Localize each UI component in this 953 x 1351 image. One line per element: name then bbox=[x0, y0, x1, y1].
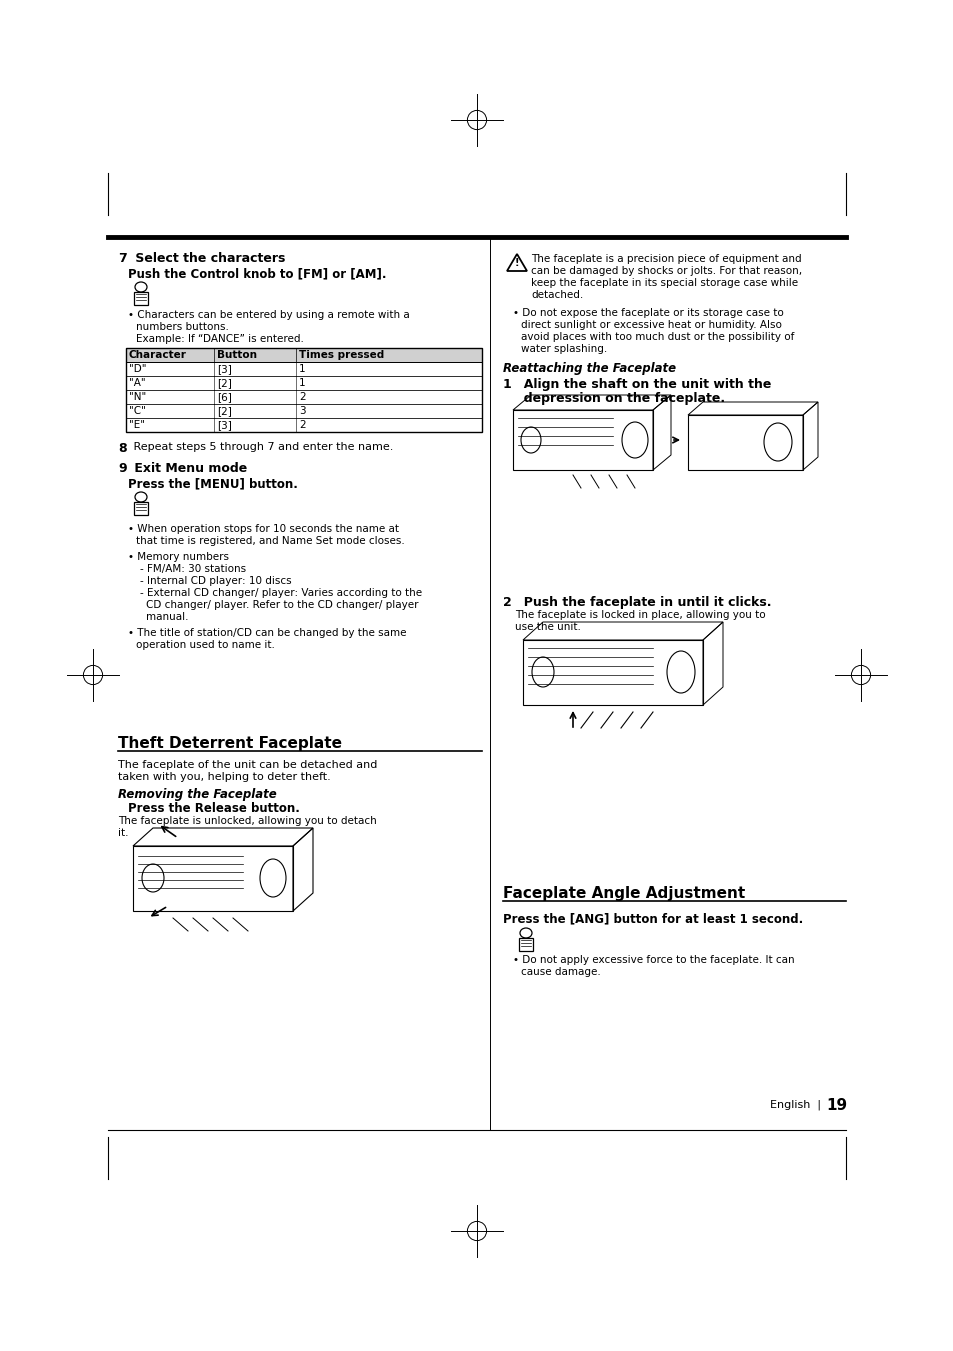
Text: English  |: English | bbox=[769, 1100, 821, 1111]
Bar bbox=[126, 390, 481, 404]
Text: 9: 9 bbox=[118, 462, 127, 476]
Text: Exit Menu mode: Exit Menu mode bbox=[130, 462, 247, 476]
Text: The faceplate is locked in place, allowing you to: The faceplate is locked in place, allowi… bbox=[515, 611, 765, 620]
Text: The faceplate is a precision piece of equipment and: The faceplate is a precision piece of eq… bbox=[531, 254, 801, 263]
Text: [2]: [2] bbox=[216, 407, 232, 416]
Bar bbox=[133, 503, 148, 515]
Text: Example: If “DANCE” is entered.: Example: If “DANCE” is entered. bbox=[136, 334, 304, 345]
Text: Removing the Faceplate: Removing the Faceplate bbox=[118, 788, 276, 801]
Text: The faceplate is unlocked, allowing you to detach: The faceplate is unlocked, allowing you … bbox=[118, 816, 376, 825]
Text: [3]: [3] bbox=[216, 420, 232, 430]
Text: "C": "C" bbox=[129, 407, 146, 416]
Text: - External CD changer/ player: Varies according to the: - External CD changer/ player: Varies ac… bbox=[140, 588, 421, 598]
Text: !: ! bbox=[515, 258, 518, 267]
Text: Times pressed: Times pressed bbox=[298, 350, 384, 359]
Text: Button: Button bbox=[216, 350, 256, 359]
Bar bbox=[133, 292, 148, 305]
Bar bbox=[126, 376, 481, 390]
Text: • Do not expose the faceplate or its storage case to: • Do not expose the faceplate or its sto… bbox=[513, 308, 783, 317]
Text: Theft Deterrent Faceplate: Theft Deterrent Faceplate bbox=[118, 736, 341, 751]
Text: taken with you, helping to deter theft.: taken with you, helping to deter theft. bbox=[118, 771, 331, 782]
Text: • Do not apply excessive force to the faceplate. It can: • Do not apply excessive force to the fa… bbox=[513, 955, 794, 965]
Text: Push the faceplate in until it clicks.: Push the faceplate in until it clicks. bbox=[515, 596, 771, 609]
Text: "N": "N" bbox=[129, 392, 146, 403]
Text: Press the Release button.: Press the Release button. bbox=[128, 802, 299, 815]
Text: that time is registered, and Name Set mode closes.: that time is registered, and Name Set mo… bbox=[136, 536, 404, 546]
Text: can be damaged by shocks or jolts. For that reason,: can be damaged by shocks or jolts. For t… bbox=[531, 266, 801, 276]
Text: [6]: [6] bbox=[216, 392, 232, 403]
Text: it.: it. bbox=[118, 828, 129, 838]
Text: numbers buttons.: numbers buttons. bbox=[136, 322, 229, 332]
Text: Character: Character bbox=[129, 350, 187, 359]
Text: Push the Control knob to [FM] or [AM].: Push the Control knob to [FM] or [AM]. bbox=[128, 267, 386, 280]
Text: • The title of station/CD can be changed by the same: • The title of station/CD can be changed… bbox=[128, 628, 406, 638]
Text: - FM/AM: 30 stations: - FM/AM: 30 stations bbox=[140, 563, 246, 574]
Text: use the unit.: use the unit. bbox=[515, 621, 580, 632]
Text: 2: 2 bbox=[502, 596, 511, 609]
Text: CD changer/ player. Refer to the CD changer/ player: CD changer/ player. Refer to the CD chan… bbox=[146, 600, 418, 611]
Text: Reattaching the Faceplate: Reattaching the Faceplate bbox=[502, 362, 676, 376]
Text: The faceplate of the unit can be detached and: The faceplate of the unit can be detache… bbox=[118, 761, 377, 770]
Text: 2: 2 bbox=[298, 420, 305, 430]
Text: keep the faceplate in its special storage case while: keep the faceplate in its special storag… bbox=[531, 278, 798, 288]
Text: [2]: [2] bbox=[216, 378, 232, 388]
Text: operation used to name it.: operation used to name it. bbox=[136, 640, 274, 650]
Text: direct sunlight or excessive heat or humidity. Also: direct sunlight or excessive heat or hum… bbox=[520, 320, 781, 330]
Bar bbox=[518, 938, 533, 951]
Text: "E": "E" bbox=[129, 420, 145, 430]
Text: Press the [ANG] button for at least 1 second.: Press the [ANG] button for at least 1 se… bbox=[502, 912, 802, 925]
Text: 2: 2 bbox=[298, 392, 305, 403]
Text: 1: 1 bbox=[298, 378, 305, 388]
Text: [3]: [3] bbox=[216, 363, 232, 374]
Text: Select the characters: Select the characters bbox=[131, 253, 285, 265]
Text: manual.: manual. bbox=[146, 612, 189, 621]
Text: 7: 7 bbox=[118, 253, 127, 265]
Text: • Memory numbers: • Memory numbers bbox=[128, 553, 229, 562]
Text: - Internal CD player: 10 discs: - Internal CD player: 10 discs bbox=[140, 576, 292, 586]
Bar bbox=[126, 404, 481, 417]
Text: • Characters can be entered by using a remote with a: • Characters can be entered by using a r… bbox=[128, 309, 410, 320]
Bar bbox=[126, 362, 481, 376]
Text: Repeat steps 5 through 7 and enter the name.: Repeat steps 5 through 7 and enter the n… bbox=[130, 442, 393, 453]
Text: 8: 8 bbox=[118, 442, 127, 455]
Text: 19: 19 bbox=[825, 1098, 846, 1113]
Text: 3: 3 bbox=[298, 407, 305, 416]
Text: 1: 1 bbox=[502, 378, 511, 390]
Text: Align the shaft on the unit with the: Align the shaft on the unit with the bbox=[515, 378, 771, 390]
Bar bbox=[126, 417, 481, 432]
Text: 1: 1 bbox=[298, 363, 305, 374]
Text: cause damage.: cause damage. bbox=[520, 967, 600, 977]
Text: "A": "A" bbox=[129, 378, 146, 388]
Text: detached.: detached. bbox=[531, 290, 582, 300]
Text: water splashing.: water splashing. bbox=[520, 345, 607, 354]
Text: avoid places with too much dust or the possibility of: avoid places with too much dust or the p… bbox=[520, 332, 794, 342]
Text: Faceplate Angle Adjustment: Faceplate Angle Adjustment bbox=[502, 886, 744, 901]
Text: "D": "D" bbox=[129, 363, 147, 374]
Bar bbox=[126, 349, 481, 432]
Text: • When operation stops for 10 seconds the name at: • When operation stops for 10 seconds th… bbox=[128, 524, 398, 534]
Text: Press the [MENU] button.: Press the [MENU] button. bbox=[128, 477, 297, 490]
Text: depression on the faceplate.: depression on the faceplate. bbox=[515, 392, 724, 405]
Bar bbox=[126, 349, 481, 362]
